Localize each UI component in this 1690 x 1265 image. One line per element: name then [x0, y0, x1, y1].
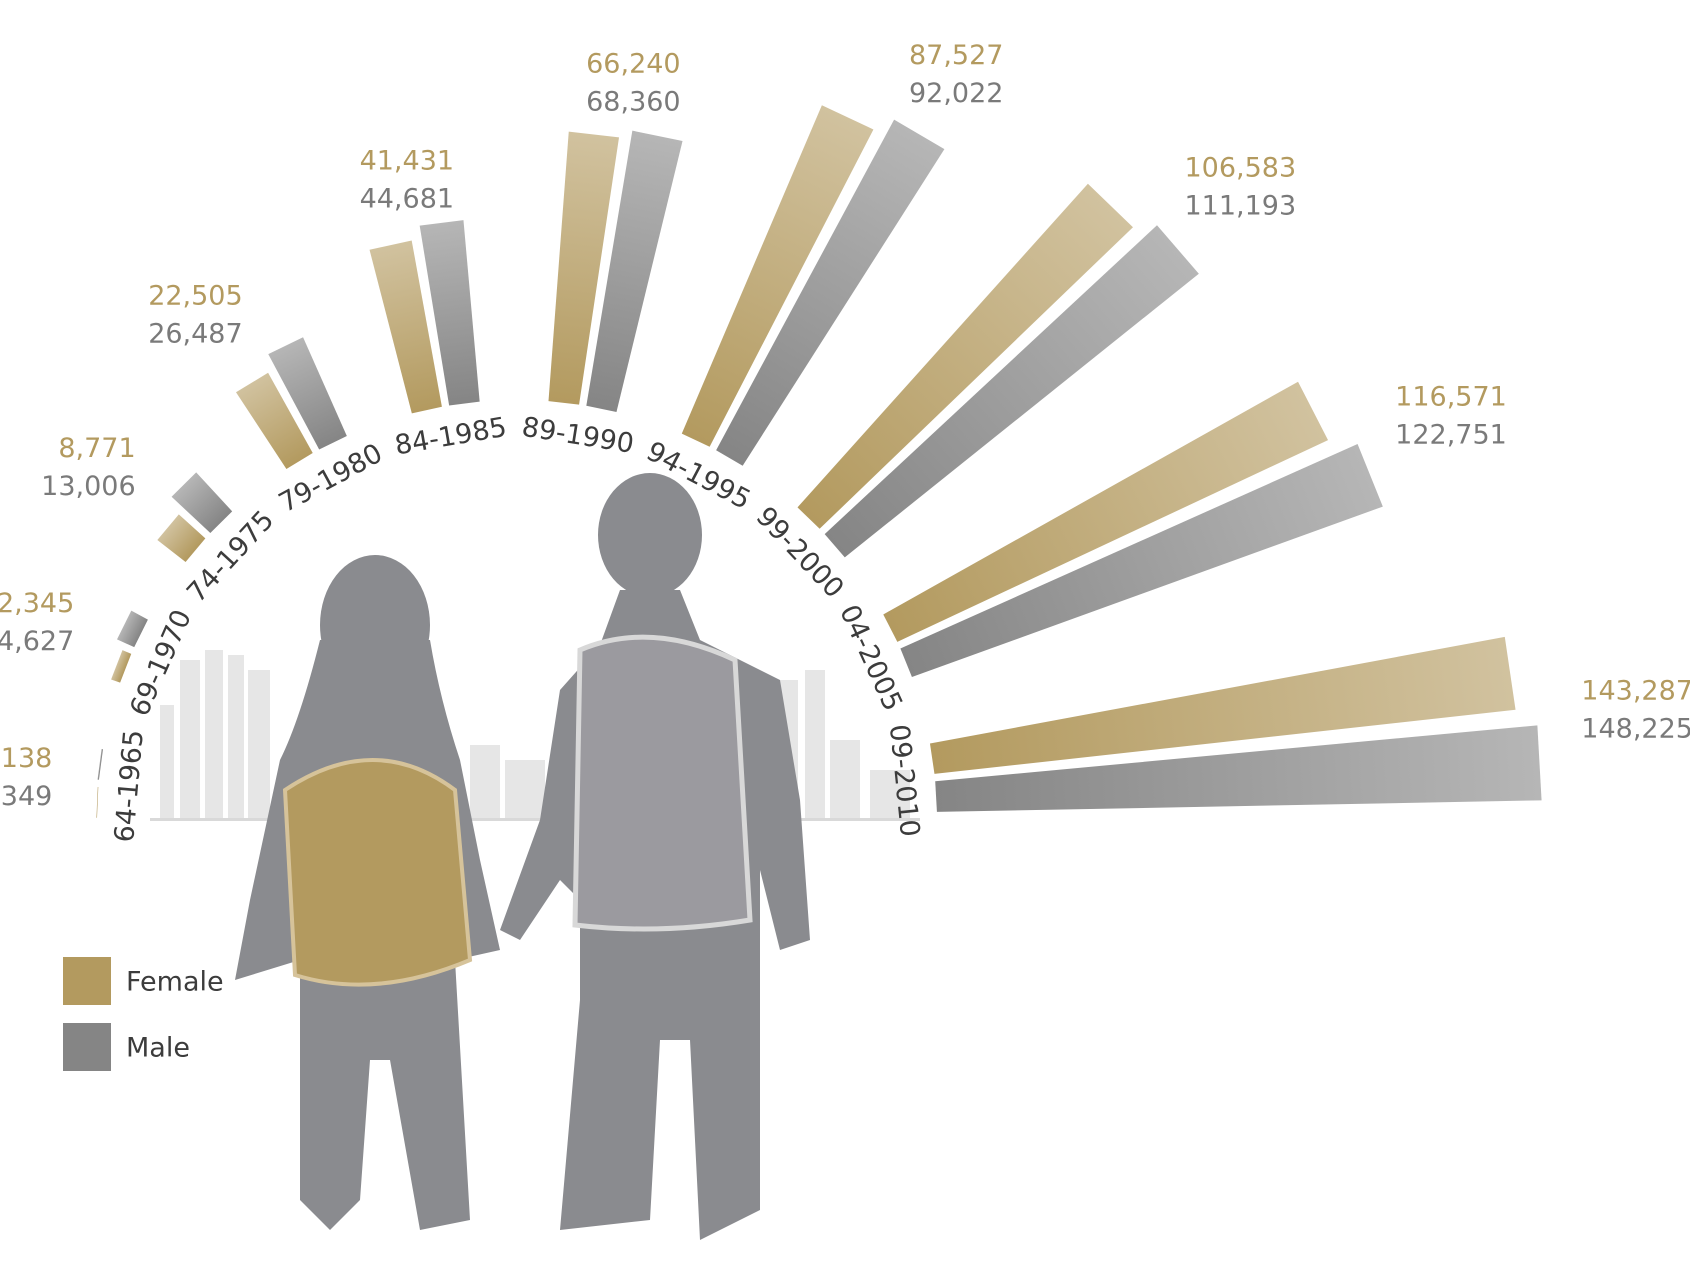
bar: [157, 514, 206, 563]
bar: [586, 130, 683, 412]
bar: [419, 220, 480, 406]
category-label: 64-1965: [109, 729, 150, 844]
value-label: 138: [1, 743, 53, 774]
value-label: 22,505: [148, 280, 242, 311]
legend: Female Male: [63, 957, 224, 1071]
category-label: 99-2000: [750, 501, 850, 604]
value-label: 4,627: [0, 626, 74, 657]
skyline: [150, 650, 920, 821]
bar: [824, 225, 1199, 558]
bar: [883, 381, 1329, 642]
value-label: 41,431: [360, 146, 454, 177]
value-label: 2,345: [0, 588, 74, 619]
value-label: 8,771: [58, 433, 135, 464]
value-label: 26,487: [148, 318, 242, 349]
bar: [171, 472, 233, 534]
value-label: 87,527: [909, 40, 1003, 71]
bar: [117, 610, 148, 648]
value-label: 122,751: [1395, 419, 1507, 450]
bar: [548, 131, 620, 405]
value-label: 349: [1, 781, 53, 812]
value-label: 111,193: [1184, 190, 1296, 221]
value-label: 44,681: [360, 184, 454, 215]
legend-label: Female: [126, 967, 224, 998]
value-label: 143,287: [1581, 675, 1690, 706]
value-label: 106,583: [1184, 152, 1296, 183]
category-label: 84-1985: [393, 412, 509, 462]
bar: [935, 725, 1542, 812]
bar: [97, 748, 104, 780]
value-label: 13,006: [41, 471, 135, 502]
value-label: 92,022: [909, 78, 1003, 109]
value-label: 148,225: [1581, 713, 1690, 744]
bar: [369, 240, 442, 414]
value-label: 68,360: [586, 87, 680, 118]
legend-label: Male: [126, 1033, 190, 1064]
bar: [716, 119, 945, 466]
category-label: 74-1975: [181, 505, 280, 609]
bar: [111, 650, 132, 683]
bar: [681, 105, 874, 447]
bar: [797, 183, 1133, 529]
category-label: 09-2010: [883, 723, 925, 838]
category-label: 89-1990: [520, 412, 636, 460]
bar: [96, 787, 99, 818]
bar: [929, 636, 1516, 774]
bar: [268, 337, 347, 450]
bar: [235, 372, 313, 469]
bar: [900, 443, 1383, 678]
legend-swatch: [63, 1023, 111, 1071]
legend-swatch: [63, 957, 111, 1005]
value-label: 116,571: [1395, 381, 1507, 412]
backpacks: [282, 634, 753, 987]
value-label: 66,240: [586, 49, 680, 80]
